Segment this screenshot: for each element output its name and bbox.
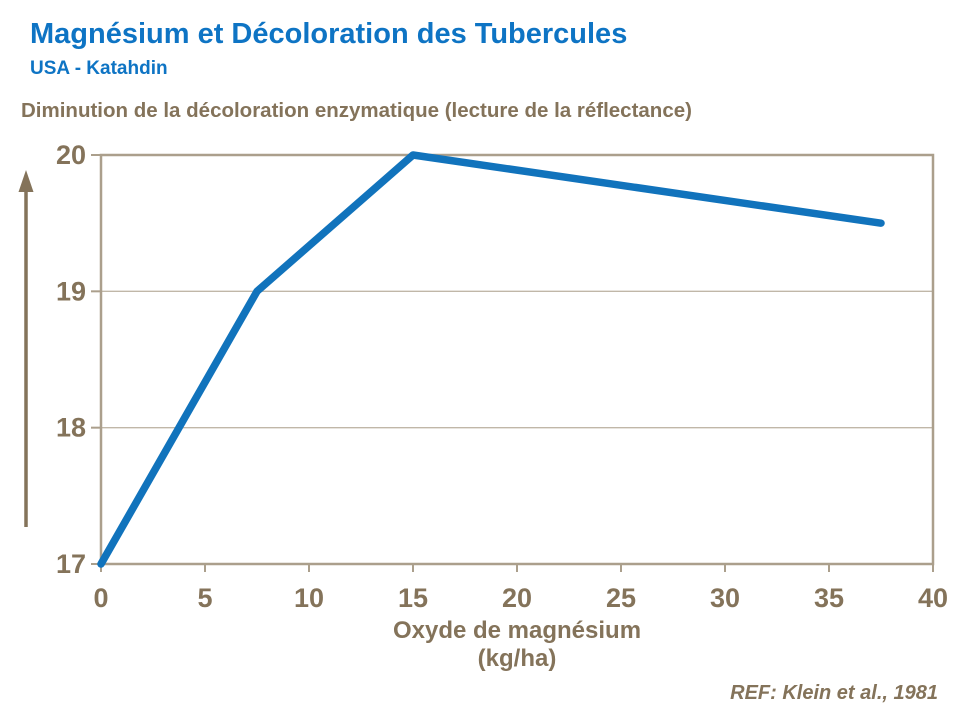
y-tick-label-17: 17 [56,549,86,579]
reference-text: REF: Klein et al., 1981 [730,682,938,704]
x-tick-label-20: 20 [502,583,532,613]
x-tick-label-15: 15 [398,583,428,613]
page-title: Magnésium et Décoloration des Tubercules [30,18,628,50]
x-tick-label-25: 25 [606,583,636,613]
x-tick-label-30: 30 [710,583,740,613]
x-tick-label-10: 10 [294,583,324,613]
x-tick-label-35: 35 [814,583,844,613]
y-tick-label-18: 18 [56,413,86,443]
x-tick-label-0: 0 [93,583,108,613]
chart-heading: Diminution de la décoloration enzymatiqu… [21,99,692,122]
x-axis-title-line2: (kg/ha) [477,645,557,672]
y-axis-arrow-icon [18,170,34,527]
x-tick-label-40: 40 [918,583,948,613]
x-axis-title: Oxyde de magnésium (kg/ha) [101,617,933,673]
x-axis-title-line1: Oxyde de magnésium [392,617,642,644]
plot-area: 0 5 10 15 20 25 30 35 40 17 18 19 20 [56,140,948,613]
page-subtitle: USA - Katahdin [30,58,168,79]
data-line-series-0 [97,151,885,568]
x-tick-label-5: 5 [197,583,212,613]
y-tick-label-19: 19 [56,276,86,306]
y-tick-label-20: 20 [56,140,86,170]
